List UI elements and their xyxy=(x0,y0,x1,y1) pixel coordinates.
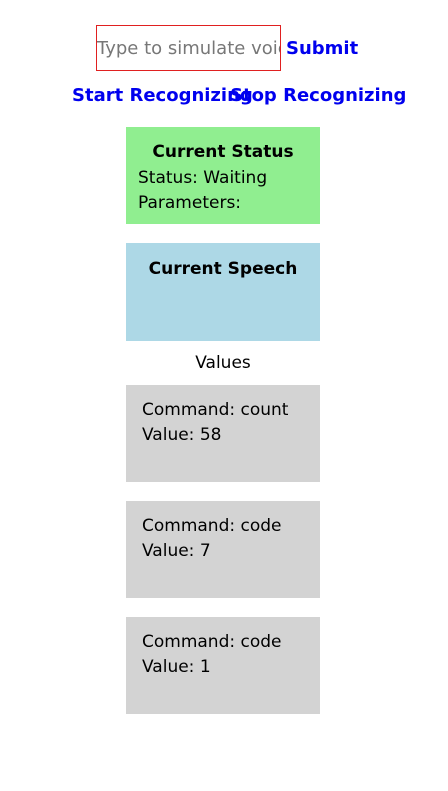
value-card-value: Value: 1 xyxy=(142,657,211,677)
current-speech-title: Current Speech xyxy=(148,259,298,279)
current-status-panel: Current Status Status: Waiting Parameter… xyxy=(126,127,320,224)
status-text: Status: Waiting xyxy=(138,168,268,188)
parameters-text: Parameters: xyxy=(138,193,242,213)
current-status-title: Current Status xyxy=(152,142,294,162)
submit-button[interactable]: Submit xyxy=(286,38,359,59)
voice-simulation-input[interactable] xyxy=(96,25,281,71)
value-card-command: Command: code xyxy=(142,632,282,652)
value-card-value: Value: 7 xyxy=(142,541,211,561)
stop-recognizing-button[interactable]: Stop Recognizing xyxy=(230,85,407,106)
value-card: Command: code Value: 7 xyxy=(126,501,320,598)
value-card-value: Value: 58 xyxy=(142,425,222,445)
value-card-command: Command: code xyxy=(142,516,282,536)
value-card-command: Command: count xyxy=(142,400,289,420)
current-speech-panel: Current Speech xyxy=(126,243,320,341)
value-card: Command: code Value: 1 xyxy=(126,617,320,714)
values-heading: Values xyxy=(195,353,251,373)
value-card: Command: count Value: 58 xyxy=(126,385,320,482)
start-recognizing-button[interactable]: Start Recognizing xyxy=(72,85,253,106)
